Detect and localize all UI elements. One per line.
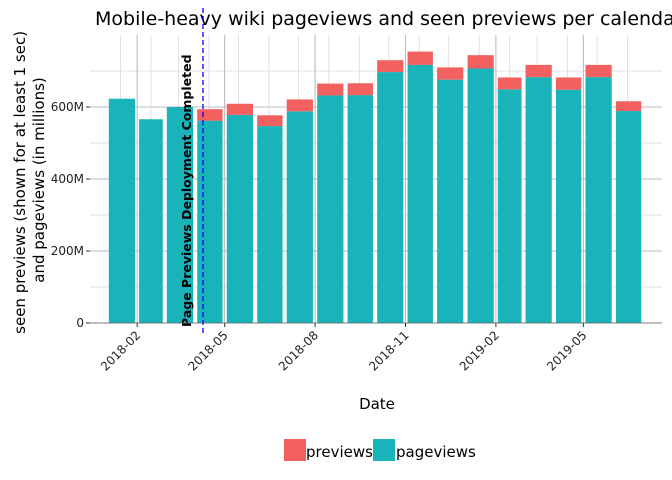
bar-pageviews <box>286 111 313 323</box>
x-tick-label: 2018-11 <box>366 328 411 373</box>
legend-swatch-previews <box>284 439 306 461</box>
bar-previews <box>286 99 313 112</box>
bar-previews <box>347 83 373 96</box>
bar-previews <box>615 101 642 111</box>
bar-previews <box>585 64 612 78</box>
y-tick-label: 0 <box>76 316 84 330</box>
deployment-annotation: Page Previews Deployment Completed <box>179 54 194 327</box>
bar-pageviews <box>257 126 283 323</box>
bar-pageviews <box>108 98 136 323</box>
bar-previews <box>555 77 582 90</box>
bar-pageviews <box>377 72 404 323</box>
bar-pageviews <box>615 110 642 324</box>
x-axis-title: Date <box>359 395 395 413</box>
bar-previews <box>497 77 522 90</box>
x-tick-label: 2018-05 <box>185 328 230 373</box>
annotation: Page Previews Deployment Completed <box>179 8 204 336</box>
bar-pageviews <box>525 77 552 324</box>
bar-pageviews <box>555 89 582 323</box>
bar-pageviews <box>497 89 522 323</box>
bar-pageviews <box>347 95 373 324</box>
bar-previews <box>525 64 552 78</box>
legend-label-previews: previews <box>306 443 373 461</box>
bar-pageviews <box>407 64 433 323</box>
x-tick-label: 2018-02 <box>98 328 143 373</box>
bar-previews <box>317 83 344 96</box>
chart-title: Mobile-heavy wiki pageviews and seen pre… <box>95 8 672 30</box>
bar-previews <box>467 55 494 69</box>
bars <box>108 51 642 324</box>
legend-swatch-pageviews <box>373 439 395 461</box>
legend: previews pageviews <box>284 439 476 461</box>
y-tick-label: 600M <box>51 100 84 114</box>
bar-pageviews <box>226 114 253 323</box>
x-tick-label: 2019-05 <box>544 328 589 373</box>
legend-label-pageviews: pageviews <box>396 443 476 461</box>
bar-pageviews <box>437 79 464 323</box>
bar-pageviews <box>317 95 344 323</box>
x-tick-label: 2018-08 <box>276 328 321 373</box>
bar-previews <box>226 103 253 115</box>
y-axis-title: seen previews (shown for at least 1 sec)… <box>11 26 48 334</box>
bar-previews <box>407 51 433 65</box>
y-tick-label: 400M <box>51 172 84 186</box>
y-axis-title-line-1: seen previews (shown for at least 1 sec) <box>11 31 29 334</box>
y-tick-label: 200M <box>51 244 84 258</box>
bar-pageviews <box>139 119 163 324</box>
x-tick-label: 2019-02 <box>457 328 502 373</box>
bar-pageviews <box>197 120 223 324</box>
bar-previews <box>377 60 404 73</box>
y-axis-title-line-2: and pageviews (in millions) <box>30 77 48 283</box>
bar-previews <box>437 67 464 80</box>
bar-pageviews <box>467 68 494 323</box>
bar-previews <box>197 109 223 121</box>
bar-pageviews <box>585 77 612 324</box>
bar-pageviews <box>166 107 194 323</box>
bar-previews <box>257 115 283 127</box>
